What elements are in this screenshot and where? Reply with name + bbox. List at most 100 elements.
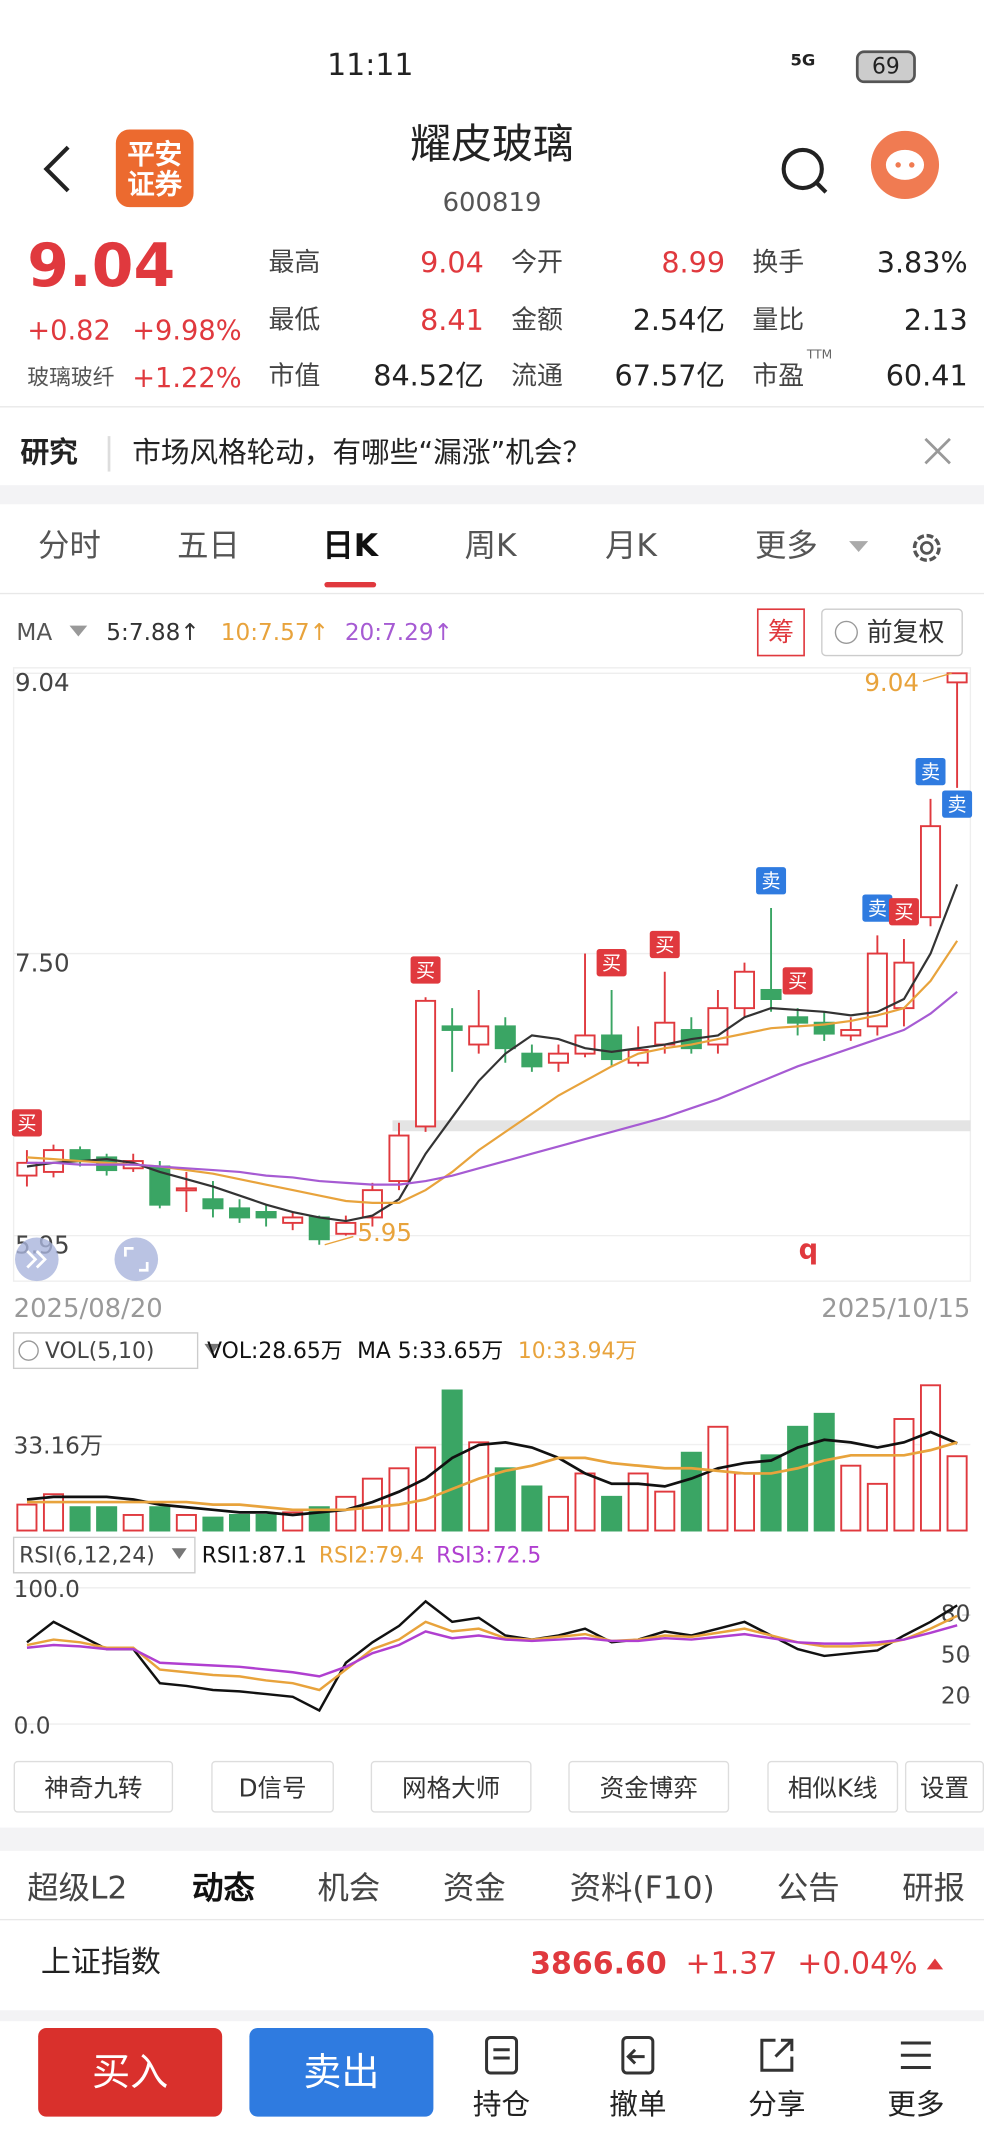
index-name: 上证指数 [40, 1946, 161, 1981]
stat-value: 2.13 [903, 303, 968, 337]
sell-button[interactable]: 卖出 [249, 2027, 434, 2117]
rsi-title: RSI(6,12,24) [19, 1543, 155, 1568]
avatar-button[interactable] [870, 129, 941, 200]
y-tick-label: 20 [941, 1683, 970, 1709]
icon [124, 1247, 149, 1272]
candle-body [335, 1221, 357, 1235]
signal-label: 买 [894, 902, 913, 924]
ma-line [26, 883, 959, 1223]
buy-button[interactable]: 买入 [38, 2027, 223, 2117]
ma-line [26, 990, 958, 1186]
logo-text: 证券 [127, 166, 182, 200]
volume-bar [760, 1454, 782, 1532]
action-label[interactable]: 分享 [748, 2087, 806, 2121]
info-tab[interactable]: 公告 [776, 1871, 840, 1907]
signal-badge [782, 967, 813, 995]
tool-button[interactable]: 设置 [904, 1760, 984, 1813]
candle-body [946, 672, 968, 684]
y-tick-label: 100.0 [14, 1577, 80, 1603]
candle-body [654, 1021, 676, 1046]
volume-bar [149, 1506, 171, 1532]
action-label[interactable]: 更多 [887, 2087, 945, 2121]
vol-title-box [12, 1332, 199, 1370]
volume-bar [893, 1418, 915, 1532]
candle-body [919, 825, 942, 919]
vol-value: 10:33.94万 [518, 1339, 637, 1364]
candle-body [255, 1211, 277, 1219]
tool-button[interactable]: 神奇九转 [13, 1760, 174, 1813]
candle-body [415, 999, 437, 1128]
stat-label: 今开 [511, 248, 563, 279]
back-button[interactable] [38, 142, 79, 197]
volume-bar [42, 1493, 65, 1532]
period-tab[interactable]: 周K [464, 528, 517, 565]
signal-label: 买 [416, 960, 435, 982]
info-tab[interactable]: 机会 [317, 1871, 381, 1907]
volume-bar [574, 1472, 596, 1532]
volume-bar [255, 1514, 277, 1532]
min-pointer [324, 1235, 354, 1246]
index-value: 3866.60 [530, 1947, 667, 1982]
volume-bar [654, 1490, 676, 1532]
action-label[interactable]: 撤单 [609, 2087, 667, 2121]
candle-body [494, 1025, 516, 1050]
search-button[interactable] [777, 143, 832, 198]
signal-label: 买 [17, 1113, 36, 1135]
period-tab[interactable]: 五日 [177, 528, 240, 565]
tab-underline [324, 581, 377, 588]
ma-line [26, 940, 959, 1204]
stat-value: 3.83% [876, 246, 968, 280]
close-button[interactable] [921, 435, 954, 468]
volume-bar [69, 1506, 91, 1532]
vol-value: MA 5:33.65万 [357, 1339, 503, 1364]
date-end: 2025/10/15 [821, 1294, 970, 1324]
adjust-label[interactable]: 前复权 [867, 618, 945, 648]
tool-button[interactable]: 资金博弈 [568, 1760, 730, 1813]
signal-label: 买 [788, 971, 807, 993]
more-arrow [849, 541, 869, 552]
info-tab[interactable]: 资金 [442, 1871, 506, 1907]
chip-label[interactable]: 筹 [768, 618, 794, 648]
period-tab[interactable]: 日K [322, 528, 379, 565]
info-tab[interactable]: 动态 [192, 1871, 255, 1907]
candle-body [840, 1029, 862, 1037]
stat-value: 84.52亿 [373, 359, 484, 393]
volume-bar [229, 1514, 251, 1532]
stat-label: 市值 [268, 361, 321, 392]
gap [0, 2010, 984, 2022]
info-tab[interactable]: 研报 [902, 1871, 965, 1907]
separator [107, 436, 111, 472]
candle-body [574, 1034, 596, 1055]
info-tab[interactable]: 超级L2 [27, 1871, 128, 1907]
stat-label: 流通 [511, 361, 563, 392]
tool-button[interactable]: D信号 [211, 1760, 334, 1813]
volume-bar [202, 1516, 224, 1532]
candle-body [282, 1216, 304, 1224]
volume-bar [282, 1511, 304, 1532]
period-tab[interactable]: 月K [605, 528, 657, 565]
dropdown-arrow [69, 625, 88, 637]
info-tab[interactable]: 资料(F10) [569, 1871, 715, 1907]
volume-bar [787, 1425, 809, 1532]
candle-body [601, 1034, 623, 1061]
signal-badge [649, 930, 680, 959]
index-change: +1.37 [685, 1947, 778, 1982]
stat-label: 量比 [752, 305, 805, 336]
period-tab[interactable]: 更多 [755, 528, 818, 565]
news-text[interactable]: 市场风格轮动，有哪些“漏涨”机会？ [132, 436, 592, 469]
tool-button[interactable]: 网格大师 [370, 1760, 532, 1813]
signal-label: 卖 [921, 761, 940, 783]
stat-value: 8.99 [661, 246, 726, 280]
tool-button[interactable]: 相似K线 [767, 1760, 899, 1813]
volume-bar [335, 1495, 357, 1532]
volume-bar [707, 1425, 729, 1532]
volume-bar [415, 1446, 437, 1532]
period-tab[interactable]: 分时 [38, 528, 101, 565]
action-label[interactable]: 持仓 [472, 2087, 531, 2121]
y-tick-label: 33.16万 [14, 1434, 103, 1460]
candle-body [733, 970, 756, 1010]
settings-button[interactable] [906, 527, 947, 568]
stat-value: 60.41 [885, 359, 968, 393]
